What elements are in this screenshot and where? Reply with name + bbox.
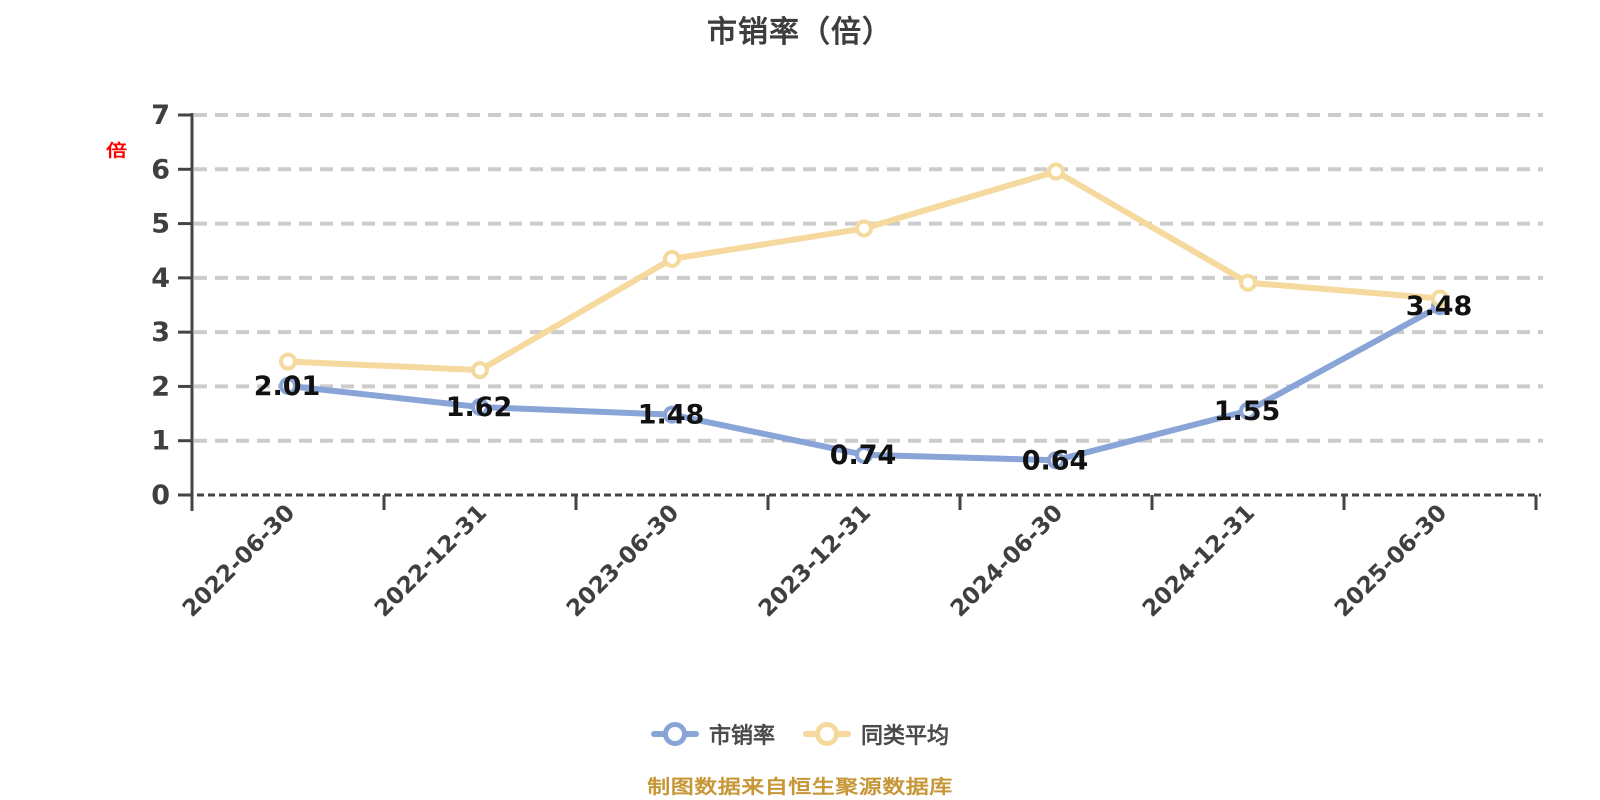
y-tick-label: 3 [151,317,170,348]
legend-line-marker-icon [803,721,851,747]
series-line-2 [285,168,1443,374]
x-tick-label: 2022-06-30 [178,500,300,622]
data-label: 0.74 [830,440,897,471]
y-tick-label: 5 [151,209,170,240]
legend-item-peer-average[interactable]: 同类平均 [803,718,949,750]
legend-item-psr[interactable]: 市销率 [650,718,775,750]
data-point [1239,273,1257,292]
data-point [855,445,873,464]
data-point [471,361,489,380]
y-tick-label: 0 [151,480,170,511]
x-tick-label: 2024-06-30 [946,500,1068,622]
data-label: 1.62 [446,392,513,423]
data-point [855,219,873,238]
x-tick-label: 2023-12-31 [754,500,876,622]
legend-line-marker-icon [650,721,699,747]
data-point [1431,289,1449,308]
data-point [663,405,681,424]
data-point [279,376,297,395]
y-tick-label: 4 [151,263,170,294]
x-tick-label: 2024-12-31 [1138,500,1260,622]
data-label: 0.64 [1022,445,1089,476]
data-point [471,398,489,417]
y-tick-label: 2 [151,371,170,402]
source-note: 制图数据来自恒生聚源数据库 [647,776,953,799]
data-label: 3.48 [1406,291,1473,322]
y-tick-label: 6 [151,154,170,185]
legend-circle-icon [662,722,687,746]
series-line-1 [285,303,1443,464]
legend: 市销率 同类平均 [0,718,1600,750]
y-axis-unit-label: 倍 [106,141,127,161]
y-tick-label: 7 [151,100,170,131]
legend-label-peer-average: 同类平均 [861,724,950,749]
data-label: 1.55 [1214,396,1281,427]
x-tick-label: 2025-06-30 [1330,500,1452,622]
data-point [1239,401,1257,420]
data-label: 1.48 [638,400,705,431]
legend-circle-icon [815,722,839,746]
data-label: 2.01 [254,371,321,402]
data-point [279,352,297,371]
x-tick-label: 2022-12-31 [370,500,492,622]
legend-label-psr: 市销率 [708,724,775,749]
data-point [1047,162,1065,181]
x-tick-label: 2023-06-30 [562,500,684,622]
chart-title: 市销率（倍） [707,15,893,50]
y-tick-label: 1 [151,426,170,457]
data-point [663,249,681,268]
data-point [1047,451,1065,470]
